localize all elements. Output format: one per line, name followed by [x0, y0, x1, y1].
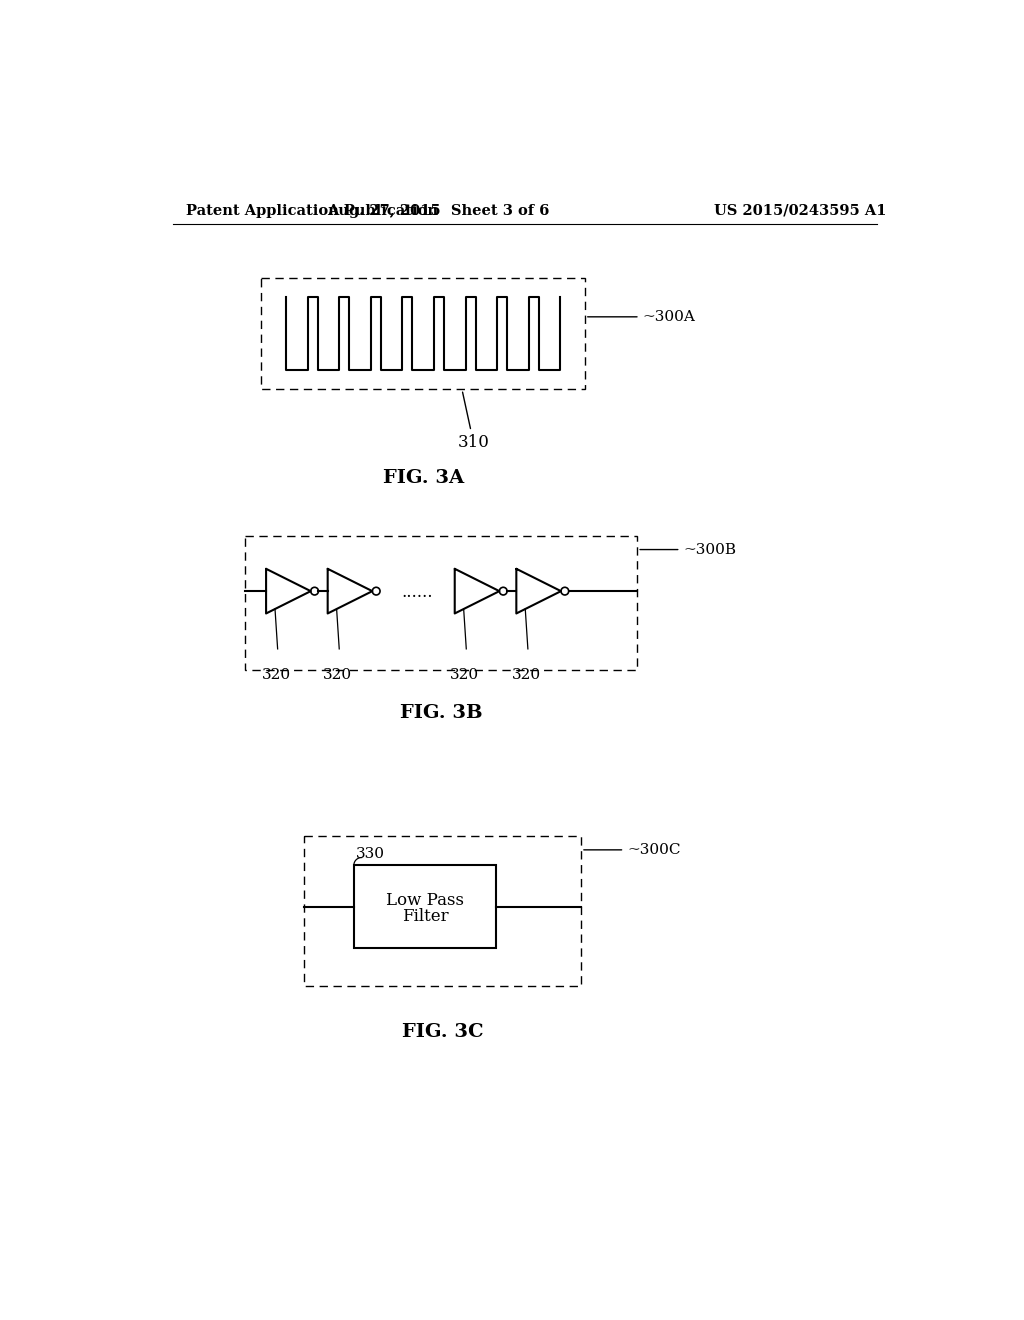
Text: ~300C: ~300C — [584, 843, 681, 857]
Text: Low Pass: Low Pass — [386, 892, 464, 909]
Text: Aug. 27, 2015  Sheet 3 of 6: Aug. 27, 2015 Sheet 3 of 6 — [328, 203, 550, 218]
Text: FIG. 3A: FIG. 3A — [383, 469, 464, 487]
Bar — [245, 536, 637, 671]
Bar — [304, 836, 581, 986]
Text: 320: 320 — [512, 668, 541, 682]
Text: FIG. 3C: FIG. 3C — [401, 1023, 483, 1041]
Text: 320: 320 — [261, 668, 291, 682]
Bar — [261, 277, 585, 389]
Bar — [354, 866, 497, 948]
Text: 330: 330 — [355, 847, 384, 862]
Text: ~300B: ~300B — [640, 543, 736, 557]
Text: ......: ...... — [401, 585, 433, 601]
Text: FIG. 3B: FIG. 3B — [399, 704, 482, 722]
Text: Patent Application Publication: Patent Application Publication — [186, 203, 438, 218]
Text: US 2015/0243595 A1: US 2015/0243595 A1 — [714, 203, 887, 218]
Text: ~300A: ~300A — [588, 310, 695, 323]
Text: 320: 320 — [324, 668, 352, 682]
Text: 310: 310 — [458, 392, 489, 451]
Text: Filter: Filter — [401, 908, 449, 924]
Text: 320: 320 — [451, 668, 479, 682]
